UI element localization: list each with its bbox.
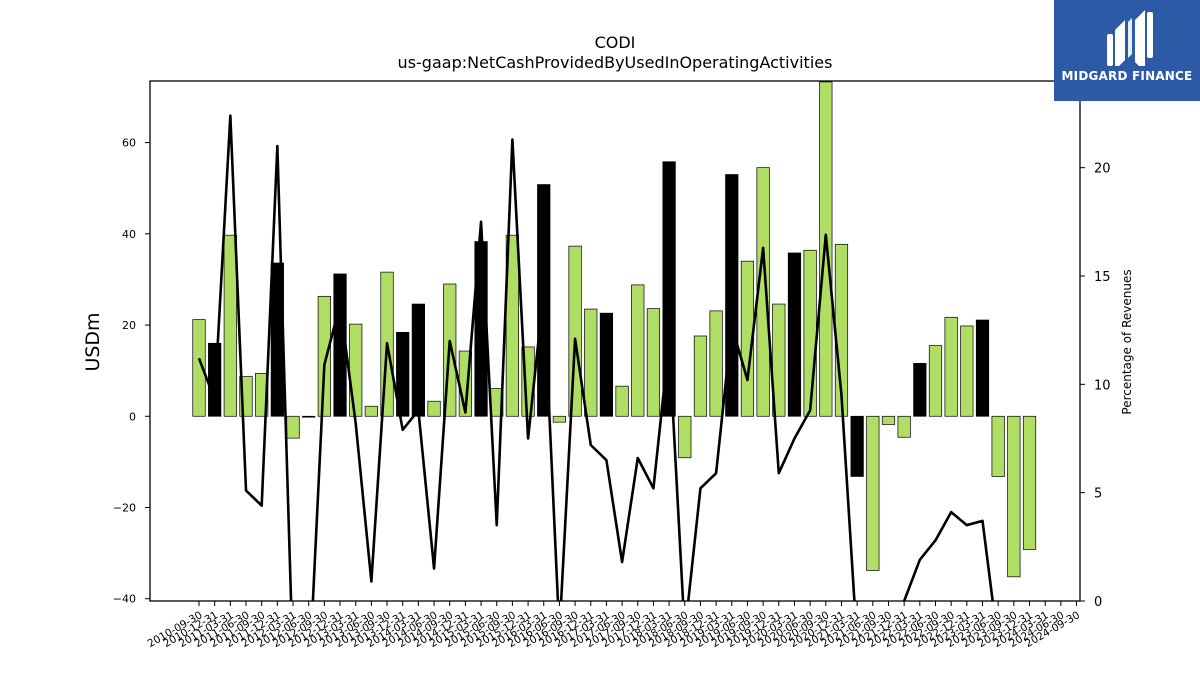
bar [552,415,567,423]
y-tick-label: 20 [122,319,136,332]
y-axis-left: −40 −20 0 20 40 60 [113,137,150,606]
bar [584,308,598,417]
bar [772,303,786,417]
line-layer [197,114,994,601]
bar [897,415,911,438]
bar [1022,415,1037,550]
y-tick-label: 40 [122,228,136,241]
y2-tick-label: 10 [1094,378,1111,393]
bar [427,400,441,417]
bar [505,234,519,417]
bar [740,260,755,417]
bar [866,415,880,571]
bar [615,385,629,417]
bar [1007,415,1021,578]
bar [881,415,896,425]
bar [850,415,864,477]
y-tick-label: 60 [122,137,136,150]
plot-frame [149,80,1081,602]
y2-tick-label: 0 [1094,595,1102,610]
bar [223,234,237,417]
bar [662,161,676,417]
bar [599,312,614,417]
revenue-percentage-line [197,114,994,601]
bar [568,245,582,417]
bar [396,331,410,417]
bar [709,310,723,417]
bar [349,323,363,417]
bar [787,252,802,417]
bars-layer [192,81,1037,578]
y-tick-label: −20 [113,501,136,514]
y-tick-label: −40 [113,593,136,606]
chart-subtitle: us-gaap:NetCashProvidedByUsedInOperating… [398,53,833,72]
brand-name: MIDGARD FINANCE [1061,69,1193,83]
bar [913,363,927,417]
x-axis: 2010-09-302010-12-312011-03-312011-06-30… [146,601,1082,650]
y2-tick-label: 20 [1094,162,1111,177]
bar [646,308,661,417]
bar [693,335,708,417]
bar [960,325,974,417]
bar [725,174,739,417]
bar [286,415,300,439]
bar [317,295,331,417]
bar [803,249,817,417]
bar [631,284,645,417]
y-axis-label: USDm [82,312,104,371]
y2-tick-label: 15 [1094,270,1111,285]
bar [991,415,1005,477]
bar [411,303,425,417]
bar [364,405,378,417]
y2-tick-label: 5 [1094,487,1102,502]
chart-title: CODI [595,33,636,52]
bar [678,415,692,459]
midgard-logo-icon [1107,10,1153,66]
bar [944,316,958,417]
y2-axis-label: Percentage of Revenues [1120,269,1134,414]
bar [975,319,990,417]
bar [928,345,943,417]
brand-logo: MIDGARD FINANCE [1054,0,1200,101]
y-tick-label: 0 [129,410,136,423]
bar [192,319,206,417]
bar [302,415,316,418]
y-axis-right: 0 5 10 15 20 [1080,162,1111,610]
